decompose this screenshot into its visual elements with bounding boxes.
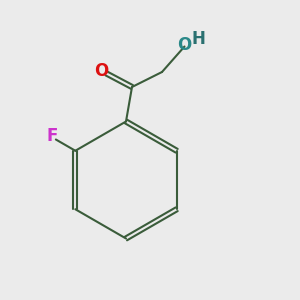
Text: F: F <box>46 127 58 145</box>
Text: H: H <box>192 30 206 48</box>
Text: O: O <box>94 62 108 80</box>
Text: O: O <box>177 36 192 54</box>
